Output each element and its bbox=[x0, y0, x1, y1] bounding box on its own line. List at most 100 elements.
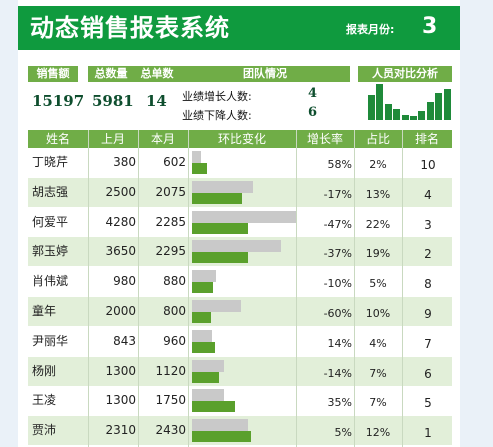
team-up-label: 业绩增长人数: bbox=[182, 90, 252, 103]
summary-header-compare: 人员对比分析 bbox=[358, 66, 452, 82]
cell-rate: 5% bbox=[334, 426, 352, 440]
cell-cur: 880 bbox=[163, 274, 186, 289]
summary-header-quantity: 总数量 bbox=[88, 66, 134, 82]
table-row[interactable]: 杨刚 1300 1120 -14% 7% 6 bbox=[28, 356, 452, 386]
cell-name: 胡志强 bbox=[32, 184, 69, 199]
team-down-value: 6 bbox=[308, 105, 318, 120]
column-divider bbox=[88, 130, 89, 447]
cell-name: 童年 bbox=[32, 304, 57, 318]
bar-cur-month bbox=[192, 431, 251, 443]
cell-prev: 2000 bbox=[105, 304, 136, 318]
cell-rank: 5 bbox=[424, 396, 432, 411]
team-up-value: 4 bbox=[308, 86, 318, 101]
sparkline-bar bbox=[393, 109, 401, 120]
bar-prev-month bbox=[192, 359, 224, 372]
cell-share: 4% bbox=[369, 336, 387, 350]
table-row[interactable]: 丁晓芹 380 602 58% 2% 10 bbox=[28, 148, 452, 177]
cell-share: 22% bbox=[365, 217, 391, 231]
cell-rank: 3 bbox=[424, 217, 432, 232]
report-month-label: 报表月份: bbox=[346, 23, 395, 36]
report-header: 动态销售报表系统 报表月份: 3 bbox=[18, 6, 460, 50]
column-header-prev: 上月 bbox=[100, 132, 125, 146]
bar-cur-month bbox=[192, 282, 213, 294]
bar-prev-month bbox=[192, 270, 216, 283]
summary-sales-value: 15197 bbox=[32, 92, 85, 110]
cell-share: 2% bbox=[369, 158, 387, 171]
cell-rank: 2 bbox=[424, 247, 432, 262]
cell-rank: 6 bbox=[424, 366, 432, 381]
bar-prev-month bbox=[192, 329, 212, 342]
cell-cur: 2295 bbox=[155, 244, 186, 259]
bar-prev-month bbox=[192, 151, 201, 163]
cell-name: 王凌 bbox=[32, 393, 57, 408]
table-header: 姓名 上月 本月 环比变化 增长率 占比 排名 bbox=[28, 130, 452, 148]
bar-cur-month bbox=[192, 371, 219, 383]
cell-prev: 1300 bbox=[105, 393, 136, 408]
cell-name: 何爱平 bbox=[32, 214, 69, 229]
bar-cur-month bbox=[192, 163, 207, 174]
sparkline-bar bbox=[376, 84, 384, 120]
table-row[interactable]: 胡志强 2500 2075 -17% 13% 4 bbox=[28, 177, 452, 207]
cell-share: 7% bbox=[369, 396, 387, 410]
cell-rate: -37% bbox=[323, 247, 352, 261]
bar-cur-month bbox=[192, 341, 215, 353]
table-row[interactable]: 何爱平 4280 2285 -47% 22% 3 bbox=[28, 207, 452, 237]
cell-rank: 1 bbox=[424, 426, 432, 441]
column-divider bbox=[296, 130, 297, 447]
sparkline-bar bbox=[443, 89, 451, 120]
bar-cur-month bbox=[192, 222, 248, 234]
summary-header-team: 团队情况 bbox=[180, 66, 350, 82]
cell-rate: 35% bbox=[327, 396, 352, 410]
table-row[interactable]: 郭玉婷 3650 2295 -37% 19% 2 bbox=[28, 237, 452, 267]
table-row[interactable]: 尹丽华 843 960 14% 4% 7 bbox=[28, 326, 452, 356]
cell-share: 5% bbox=[369, 277, 387, 291]
cell-prev: 980 bbox=[113, 274, 136, 289]
cell-rank: 10 bbox=[420, 158, 436, 172]
sparkline-bar bbox=[384, 104, 392, 120]
bar-cur-month bbox=[192, 312, 211, 323]
summary-header-orders: 总单数 bbox=[134, 66, 180, 82]
cell-prev: 4280 bbox=[105, 214, 136, 229]
cell-cur: 960 bbox=[163, 333, 186, 348]
column-divider bbox=[354, 130, 355, 447]
cell-rate: -17% bbox=[323, 187, 352, 201]
sparkline-bar bbox=[435, 93, 443, 120]
table-row[interactable]: 王凌 1300 1750 35% 7% 5 bbox=[28, 386, 452, 416]
cell-prev: 3650 bbox=[105, 244, 136, 259]
column-header-cur: 本月 bbox=[150, 132, 175, 146]
cell-share: 19% bbox=[365, 247, 391, 261]
cell-name: 杨刚 bbox=[32, 363, 57, 378]
column-header-rate: 增长率 bbox=[306, 132, 343, 146]
team-down-label: 业绩下降人数: bbox=[182, 109, 252, 122]
cell-rank: 9 bbox=[424, 307, 432, 321]
sparkline-bar bbox=[418, 111, 426, 120]
table-row[interactable]: 童年 2000 800 -60% 10% 9 bbox=[28, 297, 452, 326]
summary-quantity-value: 5981 bbox=[92, 92, 134, 110]
summary-orders-value: 14 bbox=[146, 92, 167, 110]
column-header-change: 环比变化 bbox=[217, 132, 266, 146]
report-title: 动态销售报表系统 bbox=[30, 14, 230, 42]
sparkline-bar bbox=[426, 102, 434, 120]
table-row[interactable]: 贾沛 2310 2430 5% 12% 1 bbox=[28, 416, 452, 446]
summary-header-sales: 销售额 bbox=[28, 66, 78, 82]
report-month-value[interactable]: 3 bbox=[422, 14, 438, 39]
cell-rate: -14% bbox=[323, 366, 352, 380]
cell-share: 12% bbox=[365, 426, 391, 440]
sparkline-bar bbox=[410, 116, 417, 120]
column-header-rank: 排名 bbox=[414, 132, 439, 146]
table-row[interactable]: 肖伟斌 980 880 -10% 5% 8 bbox=[28, 267, 452, 297]
cell-cur: 1750 bbox=[155, 393, 186, 408]
bar-prev-month bbox=[192, 180, 253, 193]
cell-rate: -47% bbox=[323, 217, 352, 231]
cell-name: 丁晓芹 bbox=[32, 155, 69, 169]
cell-rank: 7 bbox=[424, 336, 432, 351]
cell-cur: 2285 bbox=[155, 214, 186, 229]
cell-rank: 4 bbox=[424, 187, 432, 202]
cell-rate: 14% bbox=[327, 336, 352, 350]
column-header-share: 占比 bbox=[365, 132, 390, 146]
cell-share: 10% bbox=[365, 307, 391, 320]
cell-rank: 8 bbox=[424, 277, 432, 292]
cell-name: 贾沛 bbox=[32, 423, 57, 438]
bar-cur-month bbox=[192, 401, 235, 413]
